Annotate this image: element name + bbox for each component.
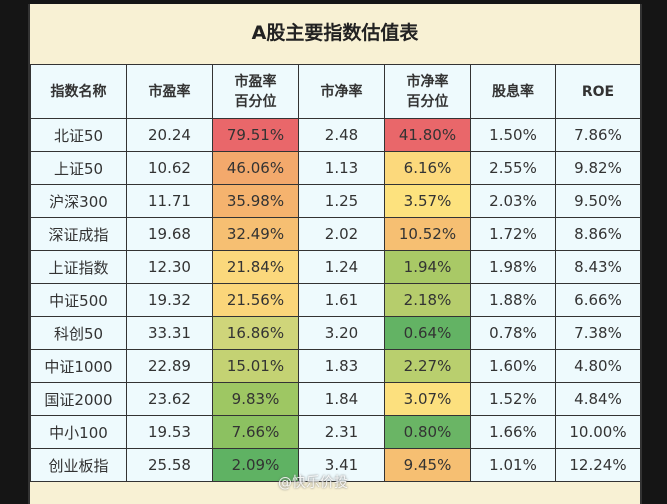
index-name-cell: 中证1000 bbox=[30, 349, 127, 383]
value-cell: 23.62 bbox=[126, 382, 213, 416]
table-row: 创业板指 25.58 2.09% 3.41 9.45% 1.01% 12.24% bbox=[30, 448, 641, 482]
value-cell: 22.89 bbox=[126, 349, 213, 383]
value-cell: 11.71 bbox=[126, 184, 213, 218]
column-header: 股息率 bbox=[470, 64, 556, 119]
table-row: 上证指数 12.30 21.84% 1.24 1.94% 1.98% 8.43% bbox=[30, 250, 641, 284]
value-cell: 2.09% bbox=[212, 448, 299, 482]
value-cell: 0.78% bbox=[470, 316, 556, 350]
footer-band bbox=[30, 490, 640, 504]
valuation-table: 指数名称 市盈率 市盈率 百分位 市净率 市净率 百分位 股息率 ROE 北证50 20.24… bbox=[30, 64, 641, 482]
value-cell: 8.43% bbox=[555, 250, 641, 284]
value-cell: 8.86% bbox=[555, 217, 641, 251]
table-row: 中证1000 22.89 15.01% 1.83 2.27% 1.60% 4.80% bbox=[30, 349, 641, 383]
value-cell: 3.20 bbox=[298, 316, 385, 350]
value-cell: 2.48 bbox=[298, 118, 385, 152]
value-cell: 1.60% bbox=[470, 349, 556, 383]
index-name-cell: 中证500 bbox=[30, 283, 127, 317]
value-cell: 19.32 bbox=[126, 283, 213, 317]
index-name-cell: 上证50 bbox=[30, 151, 127, 185]
value-cell: 1.66% bbox=[470, 415, 556, 449]
value-cell: 1.52% bbox=[470, 382, 556, 416]
value-cell: 2.03% bbox=[470, 184, 556, 218]
value-cell: 3.57% bbox=[384, 184, 471, 218]
value-cell: 1.83 bbox=[298, 349, 385, 383]
value-cell: 0.64% bbox=[384, 316, 471, 350]
index-name-cell: 沪深300 bbox=[30, 184, 127, 218]
value-cell: 9.45% bbox=[384, 448, 471, 482]
value-cell: 20.24 bbox=[126, 118, 213, 152]
value-cell: 12.24% bbox=[555, 448, 641, 482]
table-row: 科创50 33.31 16.86% 3.20 0.64% 0.78% 7.38% bbox=[30, 316, 641, 350]
value-cell: 33.31 bbox=[126, 316, 213, 350]
value-cell: 2.18% bbox=[384, 283, 471, 317]
value-cell: 10.62 bbox=[126, 151, 213, 185]
value-cell: 2.55% bbox=[470, 151, 556, 185]
index-name-cell: 上证指数 bbox=[30, 250, 127, 284]
table-row: 国证2000 23.62 9.83% 1.84 3.07% 1.52% 4.84% bbox=[30, 382, 641, 416]
value-cell: 10.52% bbox=[384, 217, 471, 251]
value-cell: 1.94% bbox=[384, 250, 471, 284]
value-cell: 1.24 bbox=[298, 250, 385, 284]
table-row: 沪深300 11.71 35.98% 1.25 3.57% 2.03% 9.50% bbox=[30, 184, 641, 218]
value-cell: 1.84 bbox=[298, 382, 385, 416]
column-header: 市盈率 bbox=[126, 64, 213, 119]
table-row: 北证50 20.24 79.51% 2.48 41.80% 1.50% 7.86% bbox=[30, 118, 641, 152]
column-header: ROE bbox=[555, 64, 641, 119]
value-cell: 16.86% bbox=[212, 316, 299, 350]
value-cell: 7.38% bbox=[555, 316, 641, 350]
table-row: 上证50 10.62 46.06% 1.13 6.16% 2.55% 9.82% bbox=[30, 151, 641, 185]
value-cell: 1.88% bbox=[470, 283, 556, 317]
value-cell: 79.51% bbox=[212, 118, 299, 152]
value-cell: 21.56% bbox=[212, 283, 299, 317]
value-cell: 7.66% bbox=[212, 415, 299, 449]
value-cell: 19.53 bbox=[126, 415, 213, 449]
column-header: 市盈率 百分位 bbox=[212, 64, 299, 119]
value-cell: 46.06% bbox=[212, 151, 299, 185]
table-row: 中证500 19.32 21.56% 1.61 2.18% 1.88% 6.66% bbox=[30, 283, 641, 317]
value-cell: 9.50% bbox=[555, 184, 641, 218]
index-name-cell: 科创50 bbox=[30, 316, 127, 350]
valuation-panel: A股主要指数估值表 指数名称 市盈率 市盈率 百分位 市净率 市净率 百分位 股息率 ROE… bbox=[28, 4, 642, 504]
value-cell: 1.61 bbox=[298, 283, 385, 317]
value-cell: 9.82% bbox=[555, 151, 641, 185]
value-cell: 1.50% bbox=[470, 118, 556, 152]
value-cell: 41.80% bbox=[384, 118, 471, 152]
value-cell: 1.25 bbox=[298, 184, 385, 218]
value-cell: 12.30 bbox=[126, 250, 213, 284]
value-cell: 15.01% bbox=[212, 349, 299, 383]
weibo-watermark: @快乐价投 bbox=[278, 475, 348, 491]
value-cell: 21.84% bbox=[212, 250, 299, 284]
table-row: 中小100 19.53 7.66% 2.31 0.80% 1.66% 10.00% bbox=[30, 415, 641, 449]
index-name-cell: 中小100 bbox=[30, 415, 127, 449]
value-cell: 32.49% bbox=[212, 217, 299, 251]
value-cell: 9.83% bbox=[212, 382, 299, 416]
value-cell: 25.58 bbox=[126, 448, 213, 482]
value-cell: 1.98% bbox=[470, 250, 556, 284]
value-cell: 2.31 bbox=[298, 415, 385, 449]
value-cell: 6.66% bbox=[555, 283, 641, 317]
value-cell: 7.86% bbox=[555, 118, 641, 152]
table-row: 深证成指 19.68 32.49% 2.02 10.52% 1.72% 8.86% bbox=[30, 217, 641, 251]
column-header: 市净率 百分位 bbox=[384, 64, 471, 119]
value-cell: 10.00% bbox=[555, 415, 641, 449]
index-name-cell: 国证2000 bbox=[30, 382, 127, 416]
value-cell: 3.07% bbox=[384, 382, 471, 416]
value-cell: 2.02 bbox=[298, 217, 385, 251]
column-header: 市净率 bbox=[298, 64, 385, 119]
value-cell: 1.13 bbox=[298, 151, 385, 185]
value-cell: 2.27% bbox=[384, 349, 471, 383]
value-cell: 1.01% bbox=[470, 448, 556, 482]
index-name-cell: 创业板指 bbox=[30, 448, 127, 482]
value-cell: 19.68 bbox=[126, 217, 213, 251]
value-cell: 6.16% bbox=[384, 151, 471, 185]
value-cell: 4.80% bbox=[555, 349, 641, 383]
index-name-cell: 北证50 bbox=[30, 118, 127, 152]
value-cell: 4.84% bbox=[555, 382, 641, 416]
value-cell: 35.98% bbox=[212, 184, 299, 218]
value-cell: 1.72% bbox=[470, 217, 556, 251]
index-name-cell: 深证成指 bbox=[30, 217, 127, 251]
column-header: 指数名称 bbox=[30, 64, 127, 119]
table-title: A股主要指数估值表 bbox=[251, 22, 419, 44]
value-cell: 0.80% bbox=[384, 415, 471, 449]
